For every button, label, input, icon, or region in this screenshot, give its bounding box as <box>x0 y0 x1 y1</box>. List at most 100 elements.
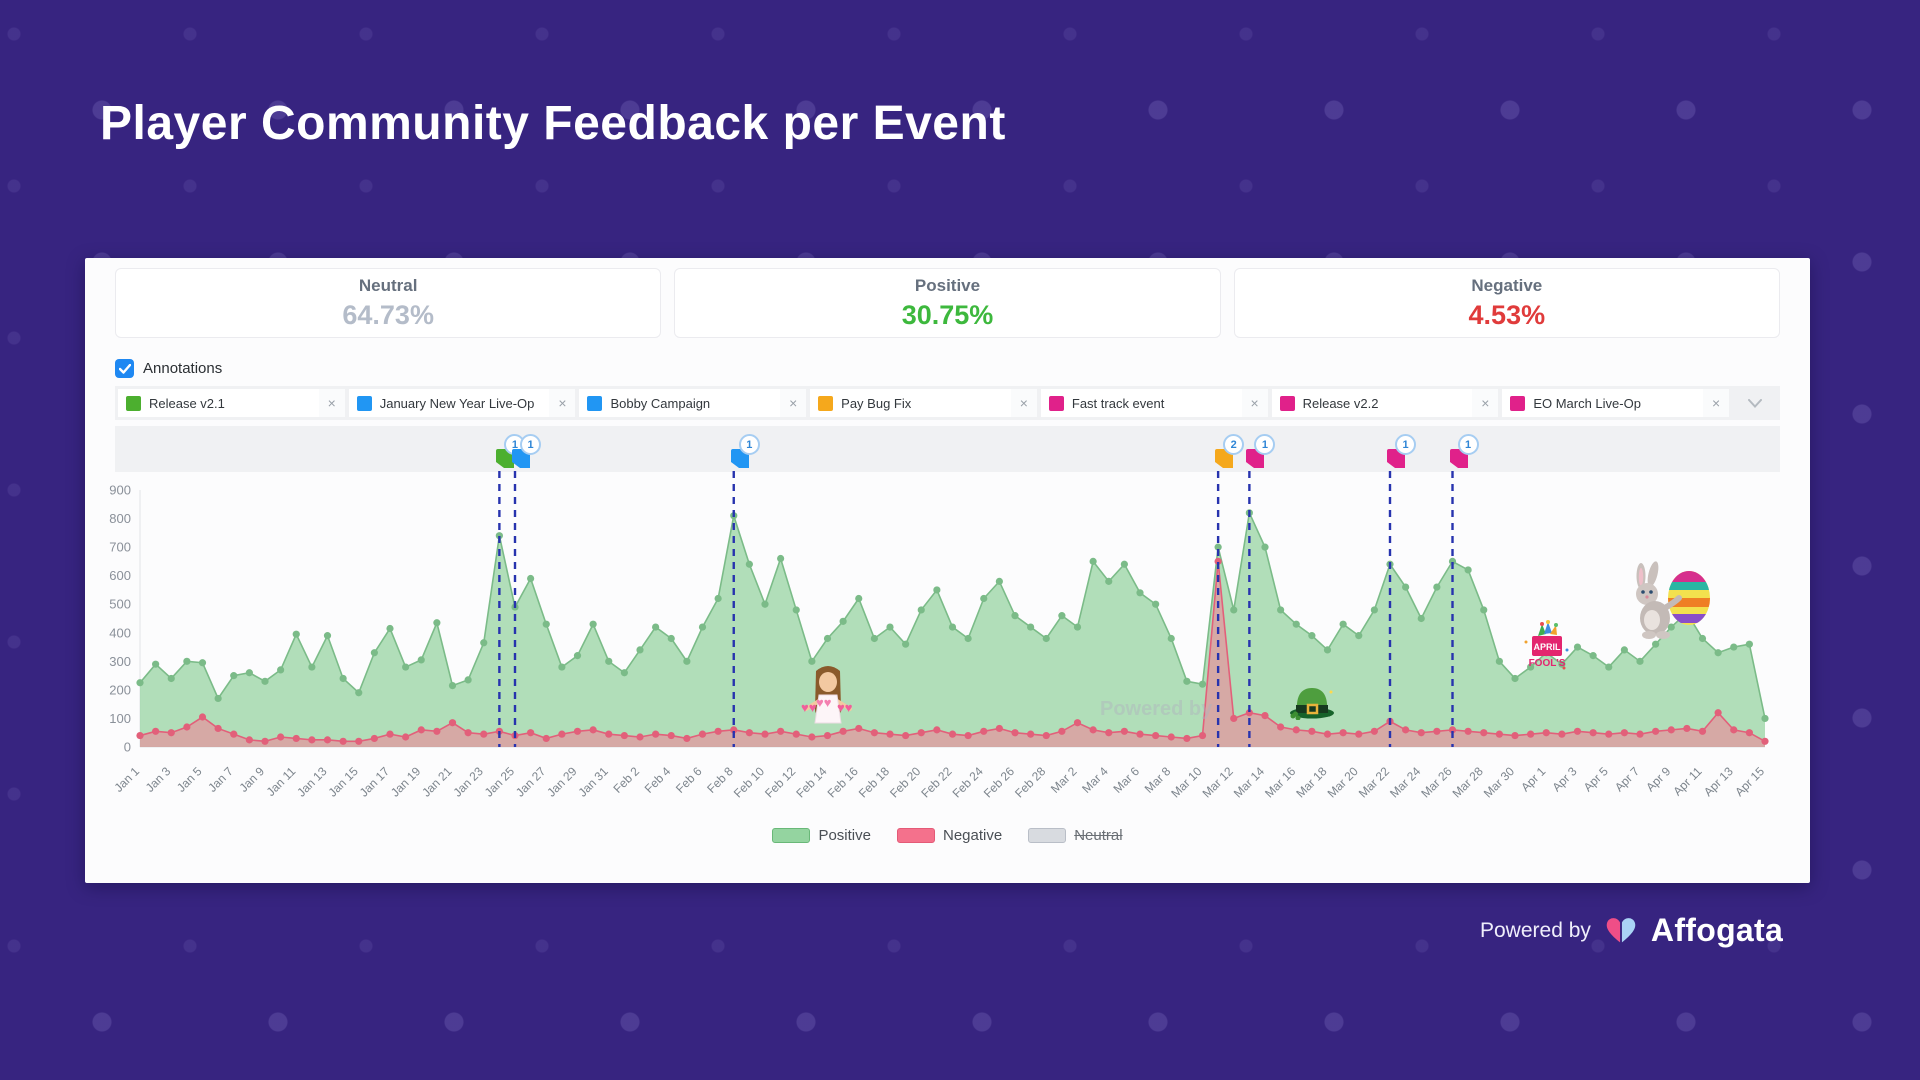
chart-legend: Positive Negative Neutral <box>85 824 1810 846</box>
y-axis-tick-label: 300 <box>109 654 131 669</box>
stat-value: 64.73% <box>342 299 434 330</box>
annotation-tag-release-v2-2[interactable]: Release v2.2 × <box>1271 389 1499 417</box>
stat-label: Neutral <box>358 275 418 295</box>
chevron-down-icon[interactable] <box>1733 398 1777 408</box>
x-axis-tick-label: Apr 7 <box>1612 764 1642 794</box>
annotation-count-badge: 2 <box>1223 434 1245 455</box>
x-axis-tick-label: Mar 26 <box>1418 764 1455 801</box>
x-axis-tick-label: Feb 10 <box>731 764 768 801</box>
annotation-flag-mar-11[interactable]: 2 <box>1213 434 1245 470</box>
x-axis-tick-label: Apr 1 <box>1518 764 1548 794</box>
y-axis-tick-label: 200 <box>109 682 131 697</box>
legend-item-positive[interactable]: Positive <box>772 827 871 844</box>
annotation-tag-pay-bug-fix[interactable]: Pay Bug Fix × <box>810 389 1037 417</box>
tag-label: Pay Bug Fix <box>841 395 912 411</box>
annotation-flag-jan-25[interactable]: 1 <box>510 434 541 470</box>
annotation-count-badge: 1 <box>1254 434 1276 455</box>
legend-item-negative[interactable]: Negative <box>896 826 1003 844</box>
stat-label: Negative <box>1471 275 1543 295</box>
stat-value: 30.75% <box>901 299 994 330</box>
x-axis-tick-label: Feb 18 <box>856 764 893 801</box>
legend-label: Negative <box>942 826 1003 844</box>
x-axis-tick-label: Feb 14 <box>793 764 830 801</box>
series-dots-negative <box>136 557 1769 745</box>
tag-remove-icon[interactable]: × <box>1010 389 1037 417</box>
x-axis-tick-label: Jan 13 <box>294 764 330 800</box>
legend-label: Positive <box>818 826 871 844</box>
tag-label: January New Year Live-Op <box>379 395 535 411</box>
annotation-tag-bobby-campaign[interactable]: Bobby Campaign × <box>579 389 807 417</box>
annotations-toggle-label: Annotations <box>143 360 223 377</box>
x-axis-tick-label: Jan 11 <box>264 764 299 799</box>
x-axis-tick-label: Feb 2 <box>611 764 643 796</box>
page-title: Player Community Feedback per Event <box>100 97 1006 150</box>
legend-swatch-positive <box>772 827 811 843</box>
x-axis-tick-label: Mar 6 <box>1111 764 1143 796</box>
x-axis-tick-label: Jan 17 <box>357 764 393 800</box>
tag-color-swatch <box>1279 395 1295 411</box>
x-axis-tick-label: Feb 20 <box>887 764 924 801</box>
x-axis-tick-label: Jan 27 <box>513 764 549 800</box>
tag-color-swatch <box>126 395 141 411</box>
annotation-tag-january-new-year-live-op[interactable]: January New Year Live-Op × <box>348 389 576 417</box>
affogata-logo-icon <box>1606 917 1636 942</box>
annotations-checkbox[interactable] <box>115 359 134 378</box>
checkmark-icon <box>118 363 131 374</box>
annotation-tag-fast-track-event[interactable]: Fast track event × <box>1040 389 1268 417</box>
x-axis-tick-label: Apr 5 <box>1581 764 1611 794</box>
stat-value: 4.53% <box>1468 299 1546 330</box>
tag-label: Fast track event <box>1071 395 1165 411</box>
series-dots-positive <box>136 509 1769 723</box>
legend-item-neutral[interactable]: Neutral <box>1028 827 1123 844</box>
x-axis-tick-label: Feb 22 <box>918 764 955 801</box>
y-axis-tick-label: 0 <box>124 740 131 755</box>
powered-by-footer: Powered by Affogata <box>1480 912 1783 949</box>
tag-label: EO March Live-Op <box>1533 395 1641 411</box>
tag-remove-icon[interactable]: × <box>1472 389 1499 417</box>
x-axis-tick-label: Mar 30 <box>1481 764 1518 801</box>
tag-remove-icon[interactable]: × <box>780 389 807 417</box>
y-axis-tick-label: 800 <box>109 511 131 526</box>
tag-label: Release v2.2 <box>1302 395 1379 411</box>
stat-label: Positive <box>914 275 981 295</box>
annotation-flag-mar-13[interactable]: 1 <box>1244 434 1276 470</box>
tag-remove-icon[interactable]: × <box>1703 389 1730 417</box>
x-axis-tick-label: Feb 26 <box>981 764 1018 801</box>
annotation-flag-mar-22[interactable]: 1 <box>1385 434 1416 470</box>
x-axis-tick-label: Jan 5 <box>174 764 205 795</box>
x-axis-tick-label: Mar 12 <box>1200 764 1237 801</box>
annotation-flag-mar-26[interactable]: 1 <box>1448 434 1479 470</box>
x-axis-tick-label: Mar 10 <box>1168 764 1205 801</box>
x-axis-tick-label: Mar 22 <box>1356 764 1393 801</box>
y-axis-tick-label: 400 <box>109 625 131 640</box>
annotation-flag-feb-8[interactable]: 1 <box>729 434 760 470</box>
y-axis-tick-label: 100 <box>109 711 131 726</box>
x-axis-tick-label: Jan 23 <box>450 764 486 800</box>
x-axis-tick-label: Apr 9 <box>1643 764 1673 794</box>
tag-remove-icon[interactable]: × <box>318 389 345 417</box>
annotation-count-badge: 1 <box>738 434 760 455</box>
y-axis-tick-label: 500 <box>109 597 131 612</box>
legend-swatch-negative <box>896 827 935 843</box>
x-axis-tick-label: Feb 28 <box>1012 764 1049 801</box>
x-axis-tick-label: Mar 20 <box>1325 764 1362 801</box>
annotation-tags-strip: Release v2.1 × January New Year Live-Op × Bo… <box>115 386 1780 420</box>
x-axis-tick-label: Jan 19 <box>388 764 424 800</box>
annotation-tag-eo-march-live-op[interactable]: EO March Live-Op × <box>1502 389 1730 417</box>
x-axis-tick-label: Jan 31 <box>575 764 611 800</box>
x-axis-tick-label: Feb 6 <box>673 764 705 796</box>
annotation-count-badge: 1 <box>520 434 541 455</box>
stat-card-positive: Positive 30.75% <box>674 268 1221 338</box>
legend-swatch-neutral <box>1028 827 1067 843</box>
annotations-toggle: Annotations <box>115 359 222 378</box>
x-axis-tick-label: Jan 25 <box>482 764 518 800</box>
annotation-tag-release-v2-1[interactable]: Release v2.1 × <box>118 389 345 417</box>
x-axis-tick-label: Mar 4 <box>1079 764 1111 796</box>
tag-remove-icon[interactable]: × <box>549 389 576 417</box>
annotation-count-badge: 1 <box>1457 434 1479 455</box>
x-axis-tick-label: Jan 15 <box>325 764 361 800</box>
dashboard-card: Neutral 64.73% Positive 30.75% Negative … <box>85 258 1810 883</box>
tag-label: Release v2.1 <box>149 395 225 411</box>
tag-remove-icon[interactable]: × <box>1241 389 1268 417</box>
